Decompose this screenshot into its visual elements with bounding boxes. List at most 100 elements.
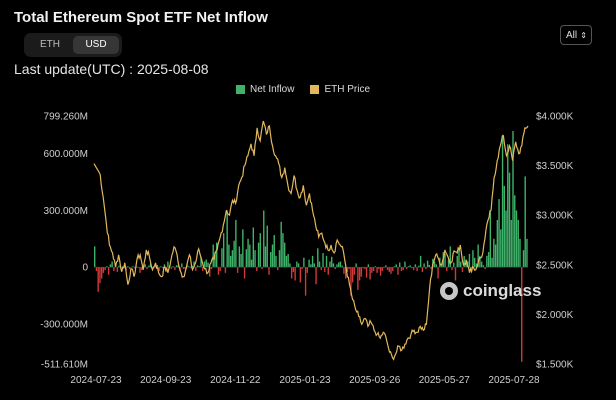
inflow-bar xyxy=(482,265,485,268)
last-update-text: Last update(UTC) : 2025-08-08 xyxy=(14,61,209,77)
inflow-bar xyxy=(268,267,270,275)
inflow-bar xyxy=(487,252,490,268)
inflow-bar xyxy=(254,250,256,268)
inflow-bar xyxy=(226,210,228,268)
left-axis-tick-label: 0 xyxy=(82,263,88,274)
inflow-bar xyxy=(198,266,200,268)
inflow-bar xyxy=(395,264,397,268)
inflow-bar xyxy=(270,252,272,268)
inflow-bar xyxy=(95,267,98,271)
inflow-bar xyxy=(113,267,115,271)
watermark-text: coinglass xyxy=(463,281,542,300)
inflow-bar xyxy=(421,267,424,272)
currency-option-eth[interactable]: ETH xyxy=(40,39,60,50)
inflow-bar xyxy=(116,267,119,272)
inflow-bar xyxy=(311,255,314,268)
inflow-bar xyxy=(306,267,309,273)
inflow-bar xyxy=(414,264,417,268)
inflow-bar xyxy=(301,267,303,270)
chart-legend: Net Inflow ETH Price xyxy=(236,84,370,95)
inflow-bar xyxy=(437,267,439,279)
inflow-bar xyxy=(404,261,406,268)
inflow-bar xyxy=(367,264,370,268)
currency-toggle[interactable]: ETH USD xyxy=(24,33,122,57)
inflow-bar xyxy=(222,233,225,268)
inflow-bar xyxy=(500,229,502,268)
inflow-bar xyxy=(374,266,377,268)
legend-item-net-inflow[interactable]: Net Inflow xyxy=(236,84,294,95)
inflow-bar xyxy=(399,262,401,268)
inflow-bar xyxy=(146,267,148,270)
inflow-bar xyxy=(102,267,105,273)
inflow-bar xyxy=(453,262,455,268)
left-axis-tick-label: -511.610M xyxy=(41,360,88,371)
inflow-bar xyxy=(94,246,96,268)
inflow-bar xyxy=(360,267,363,277)
inflow-bar xyxy=(475,263,478,268)
inflow-bar xyxy=(402,267,404,271)
inflow-bar xyxy=(217,267,220,275)
left-axis-tick-label: 600.000M xyxy=(44,149,88,160)
inflow-bar xyxy=(430,267,432,269)
inflow-bar xyxy=(156,264,159,268)
inflow-bar xyxy=(132,266,134,268)
inflow-bar xyxy=(456,255,458,268)
inflow-bar xyxy=(346,267,349,272)
inflow-bar xyxy=(486,255,488,268)
inflow-bar xyxy=(338,262,340,268)
time-range-select[interactable]: All ⇕ xyxy=(560,25,592,45)
inflow-bar xyxy=(207,262,209,268)
legend-item-eth-price[interactable]: ETH Price xyxy=(310,84,370,95)
inflow-bar xyxy=(388,267,390,272)
inflow-bar xyxy=(522,250,525,268)
inflow-bar xyxy=(181,263,183,268)
inflow-bar xyxy=(365,267,368,278)
inflow-bar xyxy=(470,267,472,271)
inflow-bar xyxy=(397,267,399,275)
inflow-bar xyxy=(461,267,464,272)
inflow-bar xyxy=(372,267,375,271)
inflow-bar xyxy=(425,267,427,270)
inflow-bar xyxy=(188,266,190,268)
inflow-bar xyxy=(245,249,248,268)
inflow-bar xyxy=(496,219,499,268)
inflow-bar xyxy=(454,267,457,281)
inflow-bar xyxy=(512,130,514,268)
inflow-bar xyxy=(261,267,263,270)
inflow-bar xyxy=(294,267,296,281)
inflow-bar xyxy=(320,267,322,271)
x-axis-ticks: 2024-07-23 2024-09-23 2024-11-22 2025-01-23… xyxy=(70,375,540,386)
inflow-bar xyxy=(322,253,324,268)
currency-option-usd[interactable]: USD xyxy=(73,36,119,54)
inflow-bar xyxy=(283,242,286,268)
inflow-bar xyxy=(423,263,425,268)
inflow-bar xyxy=(304,267,307,296)
inflow-bar xyxy=(468,253,471,268)
inflow-bar xyxy=(521,267,523,362)
net-inflow-bars xyxy=(94,130,528,362)
inflow-bar xyxy=(479,255,481,268)
inflow-bar xyxy=(514,195,516,268)
inflow-bar xyxy=(200,256,202,268)
inflow-bar xyxy=(510,219,512,268)
inflow-bar xyxy=(411,267,413,269)
inflow-bar xyxy=(385,265,387,268)
inflow-bar xyxy=(519,238,521,268)
inflow-bar xyxy=(357,267,359,290)
right-axis-tick-label: $2.500K xyxy=(536,260,574,271)
inflow-bar xyxy=(308,259,310,268)
inflow-bar xyxy=(273,235,275,268)
inflow-bar xyxy=(149,263,152,268)
inflow-bar xyxy=(282,233,284,268)
inflow-bar xyxy=(383,267,385,269)
inflow-bar xyxy=(428,264,431,268)
inflow-bar xyxy=(144,264,146,268)
inflow-bar xyxy=(362,267,364,269)
inflow-bar xyxy=(170,267,173,269)
inflow-bar xyxy=(161,267,164,269)
inflow-bar xyxy=(264,246,267,268)
inflow-bar xyxy=(290,267,293,279)
inflow-bar xyxy=(210,267,213,270)
inflow-bar xyxy=(229,255,232,268)
